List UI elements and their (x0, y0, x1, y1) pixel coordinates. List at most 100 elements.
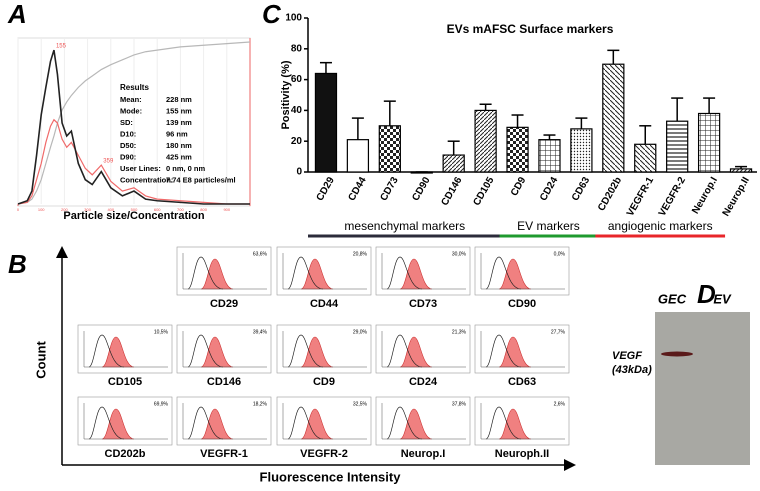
result-key: User Lines: (120, 164, 161, 173)
chart-title: EVs mAFSC Surface markers (447, 22, 614, 36)
sample-peak (300, 408, 334, 440)
marker-label: CD90 (508, 298, 536, 310)
axes (282, 331, 367, 368)
marker-label: Neuroph.II (495, 448, 549, 460)
bar (697, 112, 721, 173)
bar (506, 126, 529, 173)
result-value: 96 nm (166, 129, 188, 138)
percentage: 27,7% (551, 329, 566, 335)
axes (381, 253, 466, 290)
marker-label: CD24 (409, 376, 438, 388)
x-tick-label: 800 (200, 207, 207, 212)
x-tick-label: 0 (17, 207, 20, 212)
axes (282, 253, 367, 290)
marker-label: CD29 (210, 298, 238, 310)
control-peak (187, 334, 224, 368)
y-tick-label: 100 (285, 13, 302, 24)
result-key: D90: (120, 152, 136, 161)
percentage: 29,0% (353, 329, 368, 335)
x-tick-label: CD146 (439, 175, 464, 208)
panel-label: D (697, 279, 716, 309)
percentage: 10,5% (154, 329, 169, 335)
x-tick-label: CD63 (570, 175, 593, 203)
group-label: angiogenic markers (608, 219, 713, 233)
x-tick-label: VEGFR-2 (657, 175, 688, 218)
lane-label: EV (713, 291, 732, 306)
bar (346, 139, 370, 173)
x-tick-label: 700 (177, 207, 184, 212)
control-peak (485, 406, 522, 440)
x-tick-label: 300 (84, 207, 91, 212)
marker-label: CD9 (313, 376, 335, 388)
panel-label: C (262, 0, 282, 29)
bar (666, 120, 689, 173)
blot-band (661, 351, 693, 357)
percentage: 30,0% (452, 251, 467, 257)
x-tick-label: CD29 (315, 175, 338, 203)
result-value: 425 nm (166, 152, 192, 161)
axes (83, 331, 168, 368)
result-key: Concentration: (120, 175, 173, 184)
marker-label: CD202b (105, 448, 146, 460)
control-peak (485, 334, 522, 368)
x-tick-label: CD9 (509, 175, 529, 198)
y-axis-label: Positivity (%) (280, 60, 292, 129)
sample-peak (399, 408, 433, 440)
marker-label: VEGFR-2 (300, 448, 348, 460)
results-title: Results (120, 83, 149, 92)
panel-label: A (7, 0, 27, 29)
y-tick-label: 20 (291, 136, 303, 147)
sample-peak (498, 408, 532, 440)
sample-peak (200, 408, 234, 440)
x-tick-label: 500 (131, 207, 138, 212)
group-label: EV markers (517, 219, 580, 233)
percentage: 2,6% (554, 401, 566, 407)
control-peak (485, 256, 522, 290)
bar (442, 154, 465, 173)
y-tick-label: 80 (291, 43, 303, 54)
sample-peak (498, 336, 532, 368)
bar (378, 125, 401, 173)
percentage: 39,4% (253, 329, 268, 335)
bar (634, 143, 657, 173)
x-tick-label: 200 (61, 207, 68, 212)
marker-label: CD105 (108, 376, 142, 388)
percentage: 63,6% (253, 251, 268, 257)
marker-label: Neurop.I (401, 448, 446, 460)
control-peak (187, 406, 224, 440)
control-peak (287, 256, 324, 290)
bar (602, 63, 625, 173)
result-value: 228 nm (166, 95, 192, 104)
result-key: SD: (120, 118, 133, 127)
result-key: Mode: (120, 106, 142, 115)
x-tick-label: 400 (107, 207, 114, 212)
x-tick-label: CD105 (471, 175, 496, 208)
control-peak (287, 334, 324, 368)
group-label: mesenchymal markers (344, 219, 465, 233)
sample-peak (200, 336, 234, 368)
marker-label: CD44 (310, 298, 339, 310)
x-tick-label: Neurop.II (721, 175, 752, 218)
percentage: 0,0% (554, 251, 566, 257)
sample-peak (300, 258, 334, 290)
axes (480, 331, 565, 368)
percentage: 20,8% (353, 251, 368, 257)
result-key: Mean: (120, 95, 142, 104)
control-peak (386, 334, 423, 368)
result-value: 7.74 E8 particles/ml (166, 175, 236, 184)
percentage: 37,8% (452, 401, 467, 407)
lane-label: GEC (658, 291, 687, 306)
bar (729, 168, 753, 173)
protein-label: (43kDa) (612, 364, 652, 376)
annotation: 155 (56, 44, 67, 50)
axes (381, 331, 466, 368)
x-tick-label: 100 (38, 207, 45, 212)
sample-peak (101, 336, 135, 368)
axes (83, 403, 168, 440)
percentage: 32,5% (353, 401, 368, 407)
control-peak (187, 256, 224, 290)
x-axis-label: Fluorescence Intensity (260, 469, 402, 484)
control-peak (88, 406, 125, 440)
axes (480, 253, 565, 290)
